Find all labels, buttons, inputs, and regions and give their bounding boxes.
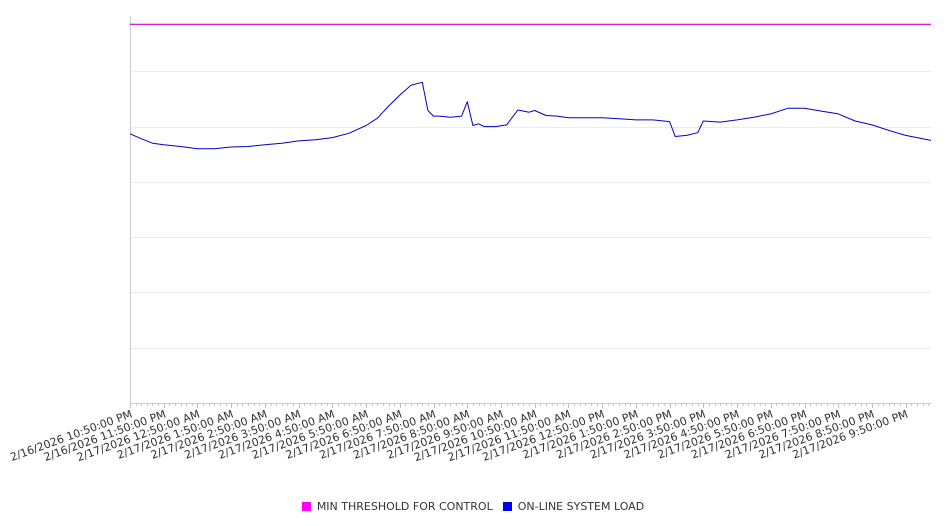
legend-swatch-min-threshold bbox=[301, 501, 311, 511]
series-line-system-load bbox=[129, 81, 932, 150]
legend-item-system-load[interactable]: ON-LINE SYSTEM LOAD bbox=[502, 499, 645, 513]
series-group bbox=[129, 23, 932, 150]
legend-swatch-system-load bbox=[502, 501, 512, 511]
legend-label-system-load: ON-LINE SYSTEM LOAD bbox=[517, 499, 645, 513]
x-tick-labels: 2/16/2026 10:50:00 PM2/16/2026 11:50:00 … bbox=[8, 403, 910, 464]
grid-lines bbox=[130, 71, 931, 349]
axes bbox=[130, 16, 931, 404]
legend: MIN THRESHOLD FOR CONTROL ON-LINE SYSTEM… bbox=[0, 498, 946, 514]
legend-label-min-threshold: MIN THRESHOLD FOR CONTROL bbox=[316, 499, 493, 513]
legend-item-min-threshold[interactable]: MIN THRESHOLD FOR CONTROL bbox=[301, 499, 493, 513]
